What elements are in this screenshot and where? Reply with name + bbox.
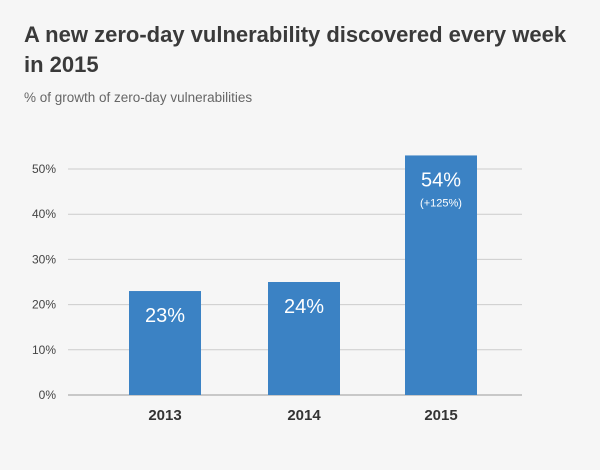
bar-2015 [405, 155, 477, 395]
data-label: 23% [145, 305, 185, 327]
y-tick-label: 50% [32, 162, 56, 176]
x-tick-label: 2014 [287, 407, 321, 424]
y-tick-label: 0% [39, 388, 57, 402]
data-label: 24% [284, 296, 324, 318]
y-tick-label: 20% [32, 298, 56, 312]
x-tick-label: 2013 [148, 407, 181, 424]
y-tick-label: 10% [32, 343, 56, 357]
y-tick-label: 40% [32, 207, 56, 221]
x-tick-label: 2015 [424, 407, 457, 424]
y-tick-label: 30% [32, 252, 56, 266]
bar-2013 [129, 291, 201, 395]
data-label: 54% [421, 169, 461, 191]
chart-title: A new zero-day vulnerability discovered … [24, 22, 567, 77]
bar-2014 [268, 282, 340, 395]
chart-subtitle: % of growth of zero-day vulnerabilities [24, 90, 253, 105]
growth-annotation: (+125%) [420, 197, 462, 209]
